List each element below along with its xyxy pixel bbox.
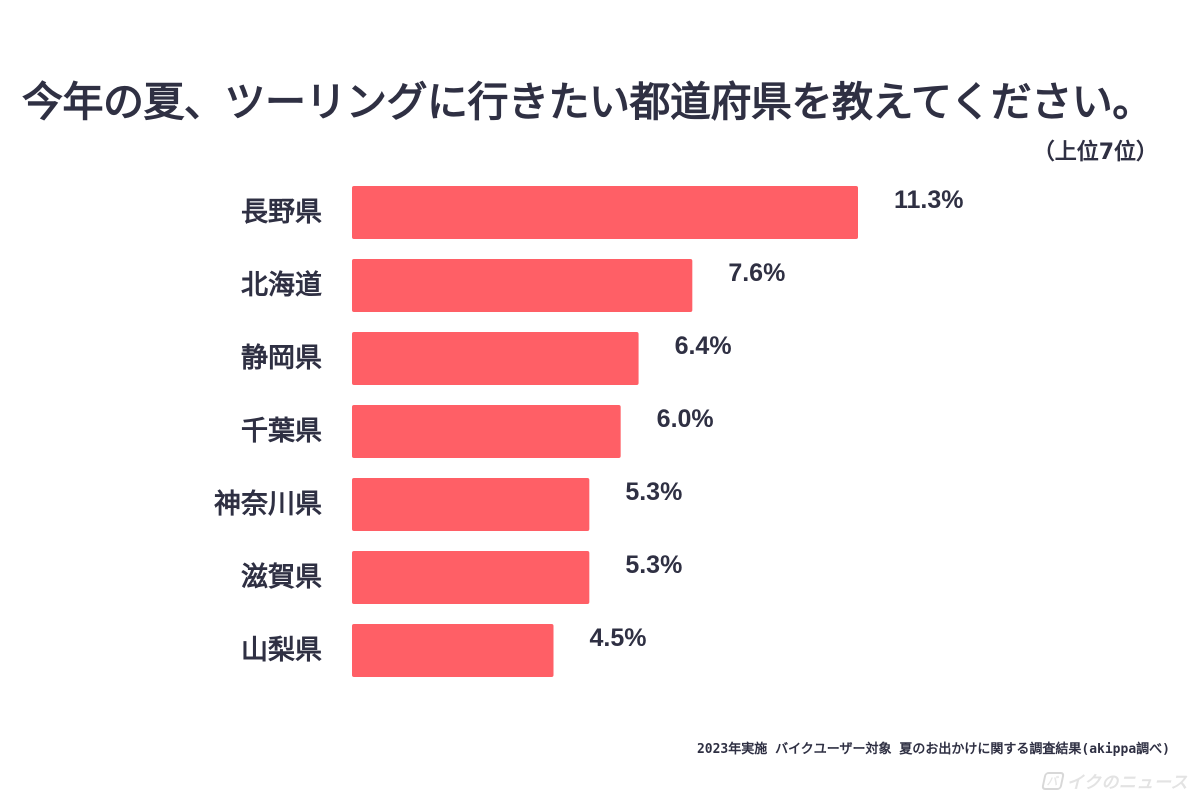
chart-subtitle: （上位7位） [1032, 140, 1158, 165]
bar [352, 332, 639, 385]
bar [352, 186, 858, 239]
category-label: 長野県 [241, 197, 322, 228]
site-logo: バ イクのニュース [1040, 768, 1188, 793]
source-note: 2023年実施 バイクユーザー対象 夏のお出かけに関する調査結果(akippa調… [696, 742, 1170, 757]
value-label: 11.3% [894, 186, 964, 214]
bar [352, 259, 693, 312]
value-label: 6.0% [657, 405, 714, 433]
category-label: 静岡県 [241, 343, 322, 374]
bar [352, 551, 590, 604]
bar [352, 624, 554, 677]
bar [352, 405, 621, 458]
category-label: 滋賀県 [241, 562, 322, 593]
value-label: 6.4% [675, 332, 732, 360]
value-label: 4.5% [590, 624, 647, 652]
category-label: 神奈川県 [214, 489, 322, 520]
category-label: 千葉県 [241, 416, 322, 447]
category-label: 北海道 [241, 269, 322, 301]
value-label: 7.6% [728, 259, 785, 287]
value-label: 5.3% [625, 551, 682, 579]
logo-badge-icon: バ [1040, 771, 1065, 790]
chart-title: 今年の夏、ツーリングに行きたい都道府県を教えてください。 [22, 78, 1153, 126]
logo-text: イクのニュース [1066, 773, 1188, 793]
category-label: 山梨県 [241, 635, 322, 666]
bar [352, 478, 590, 531]
value-label: 5.3% [625, 478, 682, 506]
